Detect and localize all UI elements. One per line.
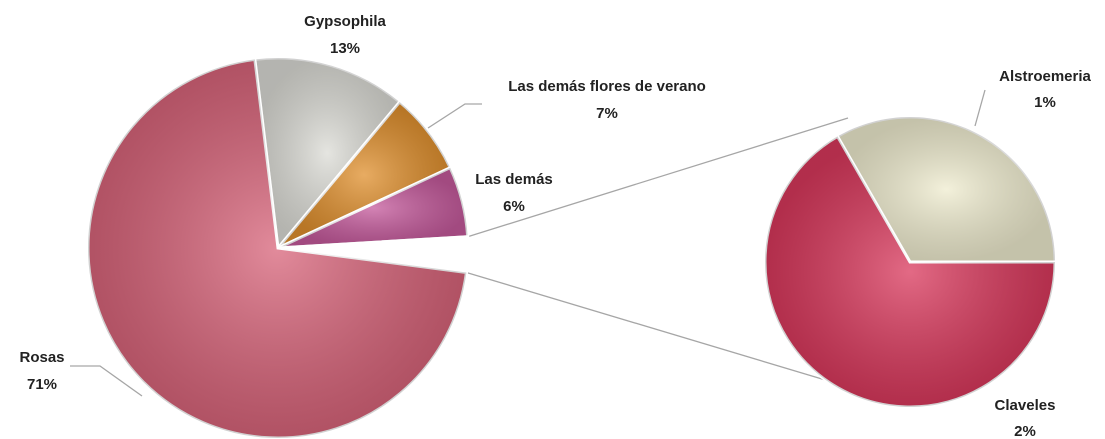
slice-shade bbox=[254, 58, 400, 249]
leader-line bbox=[70, 365, 143, 397]
leader-line bbox=[974, 89, 986, 127]
leader-line bbox=[427, 103, 482, 129]
slice-shade bbox=[278, 102, 451, 249]
labels: Gypsophila 13% Las demás flores de verano 7… bbox=[19, 13, 1091, 439]
connector-line bbox=[466, 271, 853, 389]
value-label: 2% bbox=[1014, 423, 1036, 439]
category-label: Alstroemeria bbox=[999, 68, 1091, 85]
slice-shade bbox=[837, 117, 1055, 263]
slice-shade bbox=[765, 136, 1055, 407]
pies bbox=[86, 56, 1057, 439]
value-label: 71% bbox=[27, 376, 57, 393]
category-label: Claveles bbox=[995, 397, 1056, 414]
value-label: 6% bbox=[503, 198, 525, 215]
connector-line bbox=[467, 117, 849, 238]
slice-shade bbox=[88, 59, 467, 439]
category-label: Gypsophila bbox=[304, 13, 386, 30]
value-label: 1% bbox=[1034, 94, 1056, 111]
value-label: 7% bbox=[596, 105, 618, 122]
category-label: Rosas bbox=[19, 349, 64, 366]
category-label: Las demás bbox=[475, 171, 553, 188]
category-label: Las demás flores de verano bbox=[508, 78, 706, 95]
slice-shade bbox=[278, 167, 468, 248]
connectors bbox=[466, 117, 853, 389]
value-label: 13% bbox=[330, 40, 360, 57]
